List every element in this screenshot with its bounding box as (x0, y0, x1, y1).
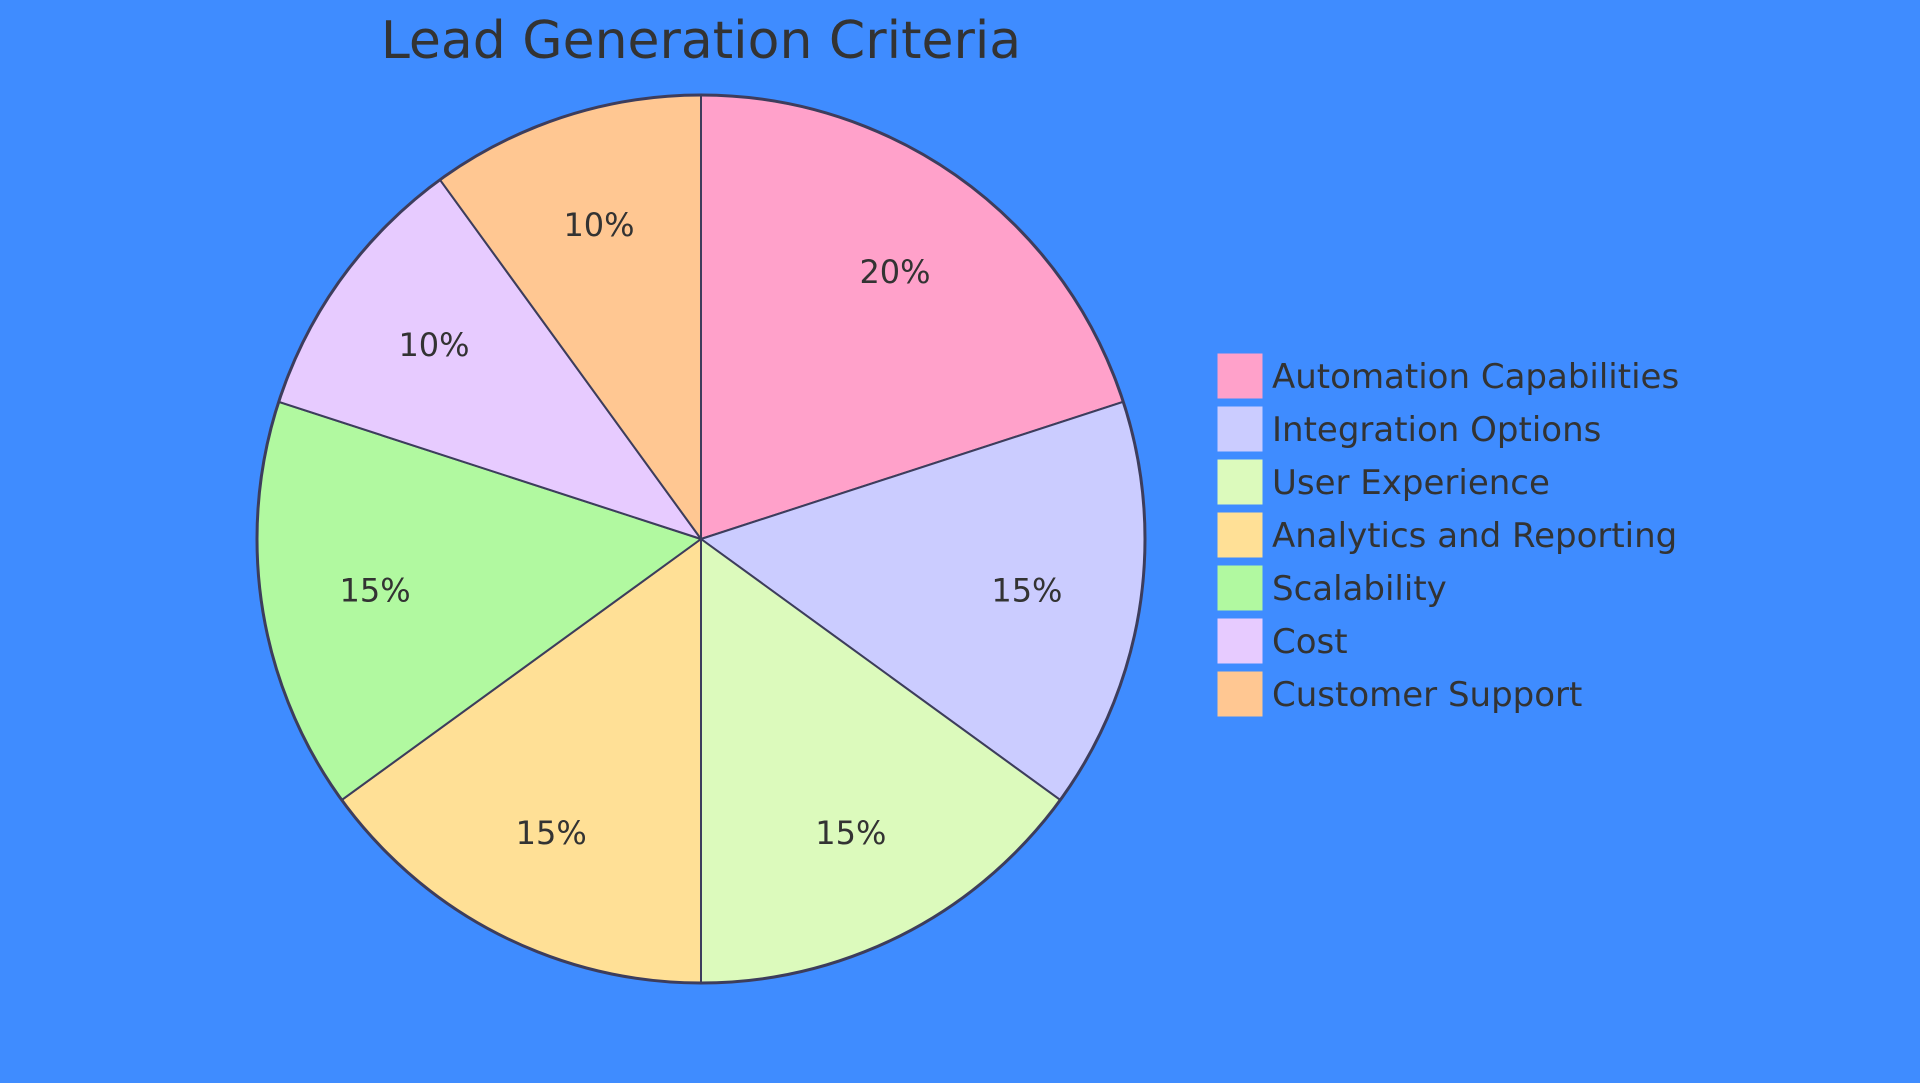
legend-label-5: Cost (1272, 622, 1348, 662)
pie-slices (255, 93, 1147, 985)
legend-label-1: Integration Options (1272, 410, 1601, 450)
pie-outline (255, 93, 1147, 985)
slice-label-2: 15% (815, 814, 886, 852)
legend-swatch-2 (1217, 459, 1263, 505)
pie-slice-labels: 20% 15% 15% 15% 15% 10% 10% (340, 206, 1063, 852)
slice-label-1: 15% (991, 572, 1062, 610)
slice-label-0: 20% (859, 253, 930, 291)
legend-label-0: Automation Capabilities (1272, 357, 1679, 397)
chart-title: Lead Generation Criteria (381, 11, 1021, 71)
legend-label-6: Customer Support (1272, 675, 1582, 715)
legend-label-2: User Experience (1272, 463, 1550, 503)
legend: Automation Capabilities Integration Optio… (1217, 353, 1679, 717)
legend-swatch-1 (1217, 406, 1263, 452)
legend-swatch-4 (1217, 565, 1263, 611)
slice-label-4: 15% (340, 572, 411, 610)
slice-label-3: 15% (516, 814, 587, 852)
legend-swatch-6 (1217, 671, 1263, 717)
legend-label-4: Scalability (1272, 569, 1447, 609)
slice-label-5: 10% (398, 326, 469, 364)
legend-swatch-0 (1217, 353, 1263, 399)
legend-swatch-3 (1217, 512, 1263, 558)
legend-label-3: Analytics and Reporting (1272, 516, 1677, 556)
legend-swatch-5 (1217, 618, 1263, 664)
slice-label-6: 10% (563, 206, 634, 244)
